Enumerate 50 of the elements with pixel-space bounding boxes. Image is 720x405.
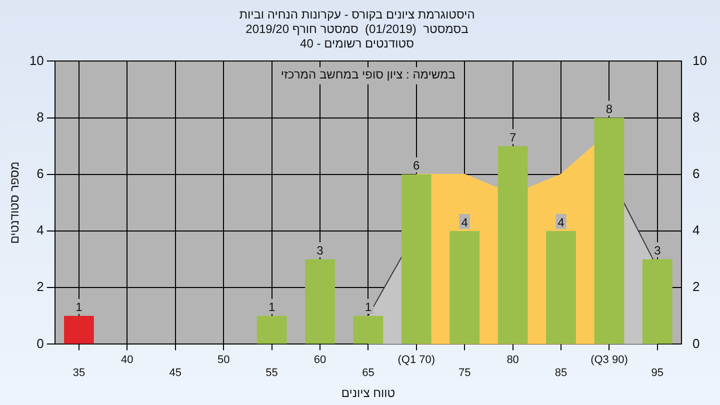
y-axis-title: מספר סטודנטים: [8, 162, 22, 244]
bar: [642, 259, 672, 344]
bar: [305, 259, 335, 344]
x-tick-label: 65: [362, 367, 374, 380]
data-label: 3: [654, 244, 662, 258]
bar: [64, 316, 94, 344]
x-tick-label: 80: [506, 354, 519, 366]
x-tick-label: (Q3 90): [590, 354, 628, 366]
x-tick-label: 50: [217, 354, 230, 366]
x-tick-label: 55: [266, 367, 278, 380]
y2-tick-label: 10: [692, 52, 708, 68]
chart-subtitle: בסמסטר (01/2019) סמסטר חורף 2019/20 סטודנטים רשומים - 40: [246, 22, 468, 50]
bar: [498, 146, 528, 344]
data-label: 1: [364, 300, 372, 314]
y-tick-label: 2: [36, 279, 44, 294]
y2-tick-label: 2: [692, 279, 700, 294]
y-tick-label: 0: [36, 336, 44, 351]
bar: [594, 118, 624, 344]
x-tick-label: 95: [651, 367, 664, 380]
x-axis-title: טווח ציונים: [341, 386, 396, 400]
x-tick-label: 40: [121, 354, 134, 366]
y2-tick-label: 4: [692, 222, 700, 238]
x-tick-label: 35: [72, 367, 86, 380]
x-tick-label: (Q1 70): [398, 354, 436, 366]
y2-tick-label: 6: [692, 166, 700, 181]
y-tick-label: 10: [29, 52, 44, 68]
data-label: 8: [606, 102, 613, 116]
bar: [401, 174, 432, 344]
data-label: 1: [76, 300, 83, 314]
x-tick-label: 75: [458, 367, 471, 380]
y2-tick-label: 8: [692, 109, 700, 124]
bar: [450, 231, 480, 344]
x-tick-label: 60: [314, 354, 326, 366]
x-tick-label: 85: [554, 367, 568, 380]
y-tick-label: 6: [36, 166, 44, 181]
y-tick-label: 4: [36, 222, 44, 238]
x-tick-label: 45: [169, 367, 182, 380]
bar: [546, 231, 576, 344]
data-label: 4: [558, 215, 565, 230]
y2-tick-label: 0: [692, 336, 700, 351]
data-label: 3: [316, 244, 324, 258]
chart-title: היסטוגרמת ציונים בקורס - עקרונות הנחיה וביות: [239, 8, 475, 22]
data-label: 6: [413, 158, 420, 173]
data-label: 4: [461, 215, 468, 230]
data-label: 7: [509, 130, 516, 144]
annotation: במשימה : ציון סופי במחשב המרכזי: [280, 68, 456, 82]
y-tick-label: 8: [36, 109, 44, 124]
bar: [256, 316, 287, 344]
bar: [353, 316, 384, 344]
data-label: 1: [268, 300, 276, 314]
